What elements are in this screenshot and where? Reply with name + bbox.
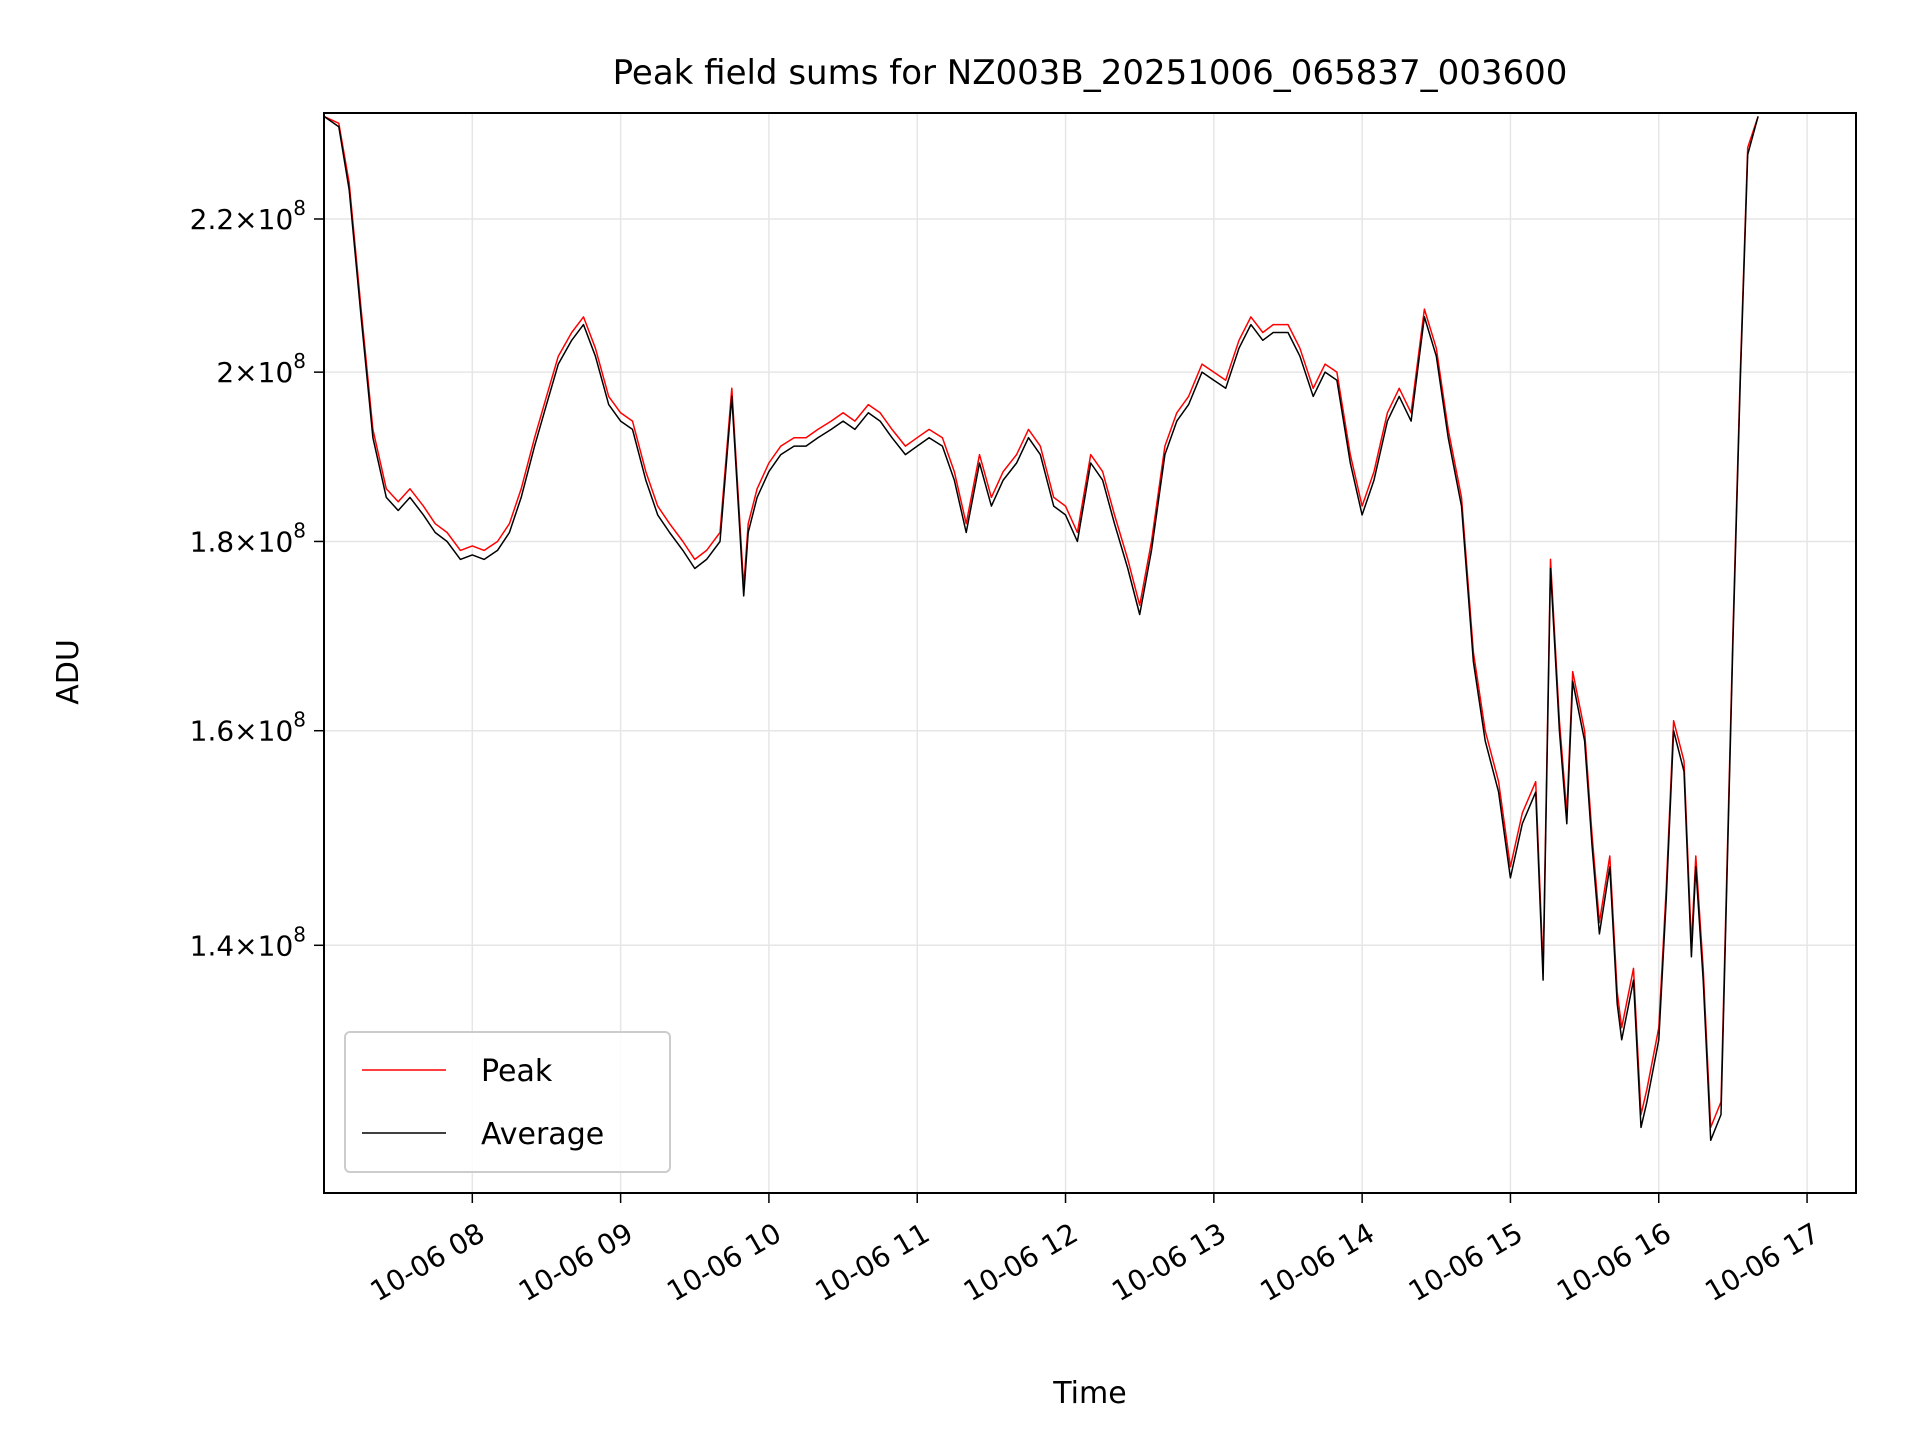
y-axis: 1.4×108 1.6×108 1.8×108 2×108 2.2×108: [190, 196, 324, 962]
x-tick-label: 10-06 10: [661, 1216, 787, 1308]
x-tick-label: 10-06 16: [1551, 1216, 1677, 1308]
y-tick-label: 1.8×108: [190, 518, 306, 558]
x-tick-label: 10-06 17: [1699, 1216, 1825, 1308]
x-tick-label: 10-06 09: [513, 1216, 639, 1308]
plot-area: [323, 115, 1759, 1142]
y-tick-label: 2×108: [216, 349, 306, 389]
y-tick-label: 1.6×108: [190, 708, 306, 748]
grid-lines: [324, 113, 1856, 1193]
x-tick-label: 10-06 13: [1106, 1216, 1232, 1308]
x-axis-label: Time: [1052, 1376, 1126, 1411]
x-tick-label: 10-06 14: [1255, 1216, 1381, 1308]
series-line-peak: [323, 115, 1759, 1129]
x-tick-label: 10-06 11: [810, 1216, 936, 1308]
x-axis: 10-06 08 10-06 09 10-06 10 10-06 11 10-06 12…: [365, 1193, 1825, 1308]
plot-frame: [323, 112, 1857, 1194]
x-tick-label: 10-06 15: [1403, 1216, 1529, 1308]
y-tick-label: 2.2×108: [190, 196, 306, 236]
legend-label-peak: Peak: [481, 1054, 553, 1089]
y-tick-label: 1.4×108: [190, 922, 306, 962]
legend-box: [344, 1031, 671, 1173]
y-axis-label: ADU: [51, 639, 86, 705]
legend-label-average: Average: [481, 1117, 604, 1152]
legend: Peak Average: [344, 1031, 671, 1173]
x-tick-label: 10-06 08: [365, 1216, 491, 1308]
x-tick-label: 10-06 12: [958, 1216, 1084, 1308]
series-line-average: [323, 115, 1759, 1142]
chart-title: Peak field sums for NZ003B_20251006_0658…: [613, 53, 1568, 93]
